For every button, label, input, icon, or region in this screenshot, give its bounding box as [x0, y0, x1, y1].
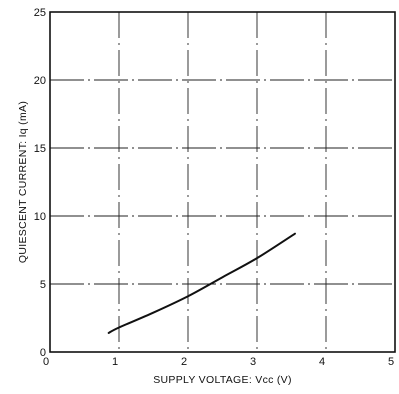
plot-frame: [49, 11, 396, 353]
y-tick-labels: 0 5 10 15 20 25: [34, 7, 46, 359]
y-tick-label: 20: [34, 75, 46, 87]
y-tick-label: 0: [40, 347, 46, 359]
x-tick-labels: 0 1 2 3 4 5: [43, 356, 394, 368]
x-tick-label: 4: [319, 356, 325, 368]
y-tick-label: 15: [34, 143, 46, 155]
x-tick-label: 5: [388, 356, 394, 368]
series-layer: [107, 232, 296, 334]
y-tick-label: 10: [34, 211, 46, 223]
x-tick-label: 2: [181, 356, 187, 368]
series-line: [107, 232, 296, 334]
y-tick-label: 5: [40, 279, 46, 291]
x-axis-title: SUPPLY VOLTAGE: Vcc (V): [153, 374, 292, 386]
x-tick-label: 3: [250, 356, 256, 368]
y-axis-title: QUIESCENT CURRENT: Iq (mA): [17, 101, 29, 263]
grid: [50, 12, 395, 352]
y-tick-label: 25: [34, 7, 46, 19]
x-tick-label: 1: [112, 356, 118, 368]
x-tick-label: 0: [43, 356, 49, 368]
